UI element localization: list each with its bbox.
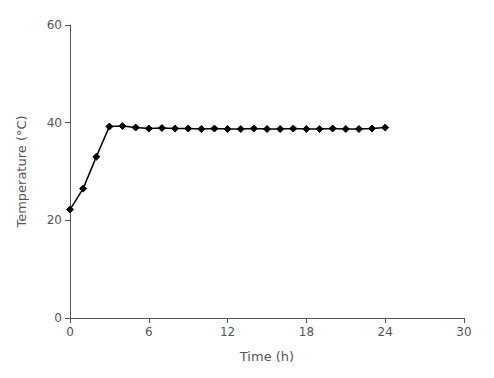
svg-text:0: 0 (54, 311, 62, 325)
svg-text:20: 20 (47, 213, 62, 227)
svg-text:12: 12 (220, 325, 235, 339)
svg-text:60: 60 (47, 18, 62, 32)
svg-text:Temperature (°C): Temperature (°C) (14, 115, 29, 228)
svg-text:Time (h): Time (h) (239, 349, 294, 364)
svg-text:0: 0 (66, 325, 74, 339)
svg-text:24: 24 (378, 325, 393, 339)
svg-text:30: 30 (456, 325, 471, 339)
svg-text:18: 18 (299, 325, 314, 339)
svg-text:40: 40 (47, 116, 62, 130)
svg-text:6: 6 (145, 325, 153, 339)
